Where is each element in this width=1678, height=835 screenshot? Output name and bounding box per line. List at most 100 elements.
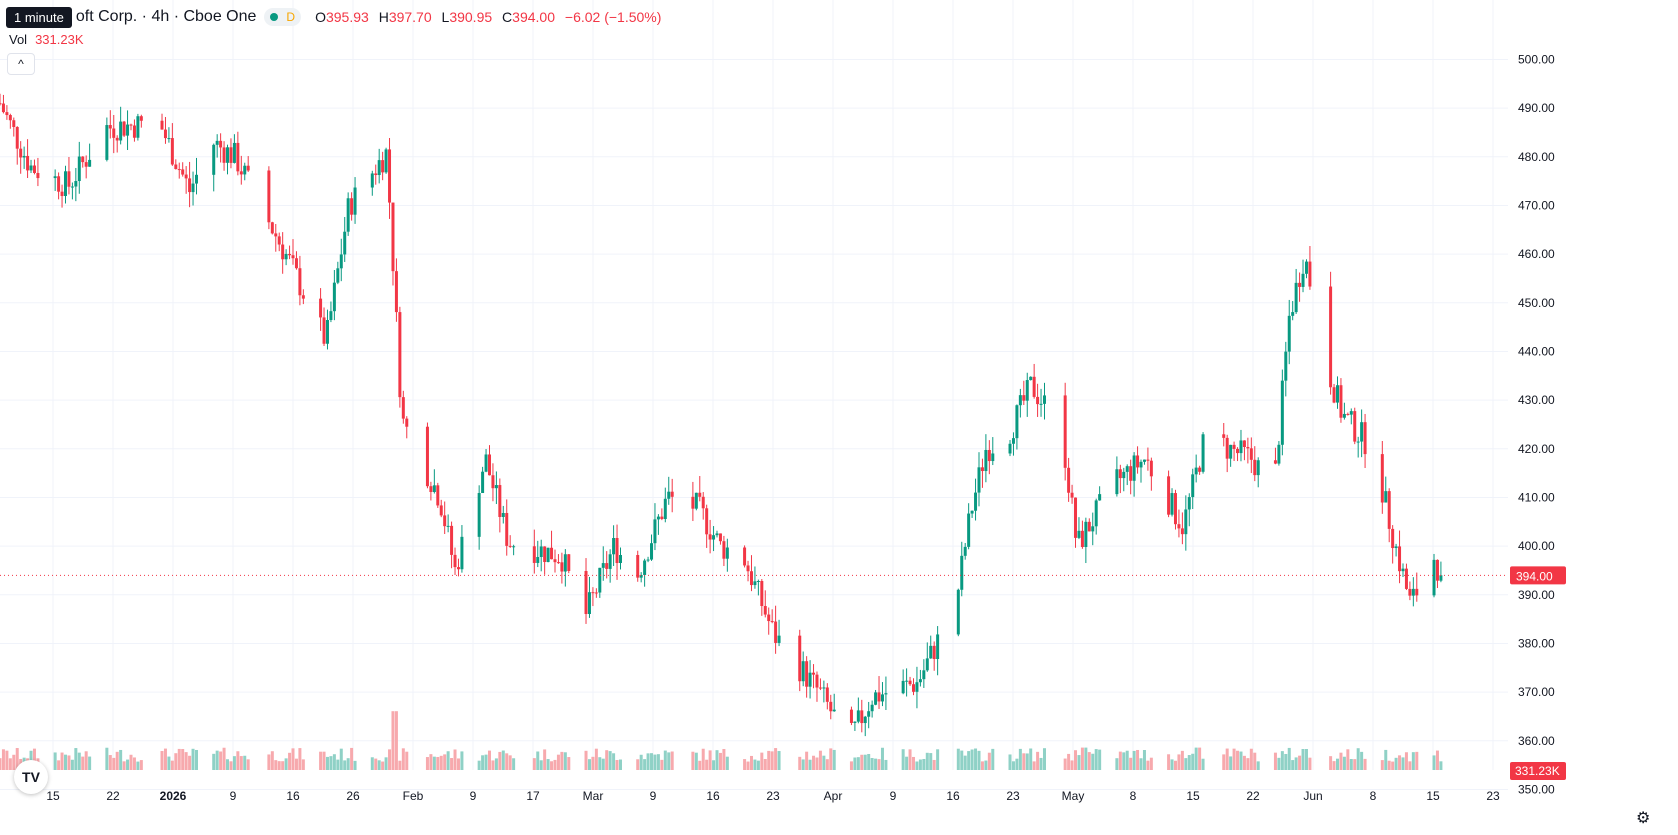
candle-body: [1408, 588, 1412, 596]
volume-bar: [615, 759, 619, 770]
candle-body: [1125, 466, 1129, 472]
volume-bar: [905, 756, 909, 770]
volume-bar: [1184, 758, 1188, 770]
candle-body: [760, 581, 764, 607]
volume-bar: [1191, 753, 1195, 770]
candle-body: [1329, 286, 1333, 388]
candle-body: [618, 554, 622, 564]
candle-body: [294, 258, 298, 269]
volume-bar: [57, 760, 61, 770]
volume-bar: [1294, 757, 1298, 770]
candle-body: [639, 574, 643, 578]
volume-bar: [284, 758, 288, 770]
volume-bar: [594, 748, 598, 770]
candle-body: [1356, 441, 1360, 443]
volume-bar: [884, 759, 888, 770]
candle-body: [0, 103, 2, 105]
candle-body: [346, 198, 350, 232]
gear-icon[interactable]: ⚙: [1636, 810, 1651, 827]
time-tick-label: 22: [1246, 789, 1260, 803]
price-axis[interactable]: 500.00 490.00 480.00 470.00 460.00 450.00 440.…: [1510, 52, 1566, 796]
symbol-title[interactable]: oft Corp. · 4h · Cboe One: [75, 8, 257, 25]
candle-body: [1273, 460, 1277, 464]
volume-bar: [267, 754, 271, 770]
price-tick-label: 390.00: [1518, 588, 1555, 602]
volume-bar: [177, 748, 181, 770]
candle-body: [212, 144, 216, 175]
candle-body: [36, 172, 40, 179]
volume-bar: [660, 759, 664, 770]
collapse-legend-button[interactable]: ^: [7, 53, 35, 75]
volume-bar: [1253, 752, 1257, 770]
candle-body: [460, 536, 464, 570]
volume-bar: [450, 758, 454, 770]
volume-bar: [5, 750, 9, 770]
volume-bar: [181, 749, 185, 770]
time-tick-label: 9: [470, 789, 477, 803]
candle-body: [1232, 444, 1236, 449]
candle-body: [1177, 524, 1181, 529]
candle-body: [653, 519, 657, 544]
candle-body: [1022, 395, 1026, 401]
volume-bar: [546, 759, 550, 770]
volume-bar: [1232, 748, 1236, 770]
candle-body: [853, 721, 857, 723]
candle-body: [388, 149, 392, 203]
candle-body: [1180, 528, 1184, 535]
volume-bar: [639, 754, 643, 770]
candle-body: [636, 554, 640, 578]
volume-bar: [505, 753, 509, 770]
candle-body: [177, 169, 181, 171]
volume-bar: [15, 748, 19, 770]
volume-bar: [936, 749, 940, 770]
market-status-badge[interactable]: D: [264, 8, 302, 26]
volume-bar: [643, 759, 647, 770]
candle-body: [432, 485, 436, 493]
candle-body: [391, 202, 395, 272]
volume-bar: [722, 748, 726, 770]
candle-body: [239, 171, 243, 175]
volume-bar: [301, 759, 305, 770]
candle-body: [136, 116, 140, 138]
last-price-label: 394.00: [1516, 569, 1553, 583]
volume-bar: [174, 753, 178, 770]
volume-bar: [119, 749, 123, 770]
volume-bar: [270, 751, 274, 770]
volume-bar: [1432, 755, 1436, 770]
candle-body: [1225, 437, 1229, 459]
candle-body: [901, 680, 905, 694]
candle-body: [1149, 460, 1153, 477]
volume-bar: [1077, 755, 1081, 770]
volume-bar: [294, 758, 298, 770]
last-volume-label: 331.23K: [1515, 764, 1560, 778]
volume-bar: [1173, 760, 1177, 770]
candle-body: [774, 621, 778, 643]
tradingview-logo-icon[interactable]: TV: [14, 760, 48, 794]
time-tick-label: Mar: [583, 789, 604, 803]
volume-bar: [1411, 752, 1415, 770]
candle-body: [725, 547, 729, 559]
volume-bar: [698, 760, 702, 770]
candle-body: [60, 191, 64, 197]
volume-bar: [1360, 751, 1364, 770]
candle-body: [615, 538, 619, 564]
volume-bar: [880, 747, 884, 770]
time-axis[interactable]: 15 22 2026 9 16 26 Feb 9 17 Mar 9 16 23 Apr 9 16 23 May 8 1…: [46, 789, 1500, 803]
volume-bar: [753, 759, 757, 770]
candle-body: [381, 160, 385, 173]
candle-body: [1146, 459, 1150, 461]
price-tick-label: 430.00: [1518, 393, 1555, 407]
volume-label: Vol: [9, 32, 28, 47]
candle-body: [967, 513, 971, 547]
candle-body: [825, 687, 829, 702]
candle-body: [925, 658, 929, 671]
volume-bar: [756, 760, 760, 770]
candle-body: [956, 589, 960, 635]
last-price-badge: [1510, 566, 1566, 585]
volume-bar: [1277, 757, 1281, 770]
candle-body: [512, 546, 516, 548]
candle-body: [1074, 497, 1078, 538]
time-tick-label: 23: [766, 789, 780, 803]
candle-body: [974, 492, 978, 511]
